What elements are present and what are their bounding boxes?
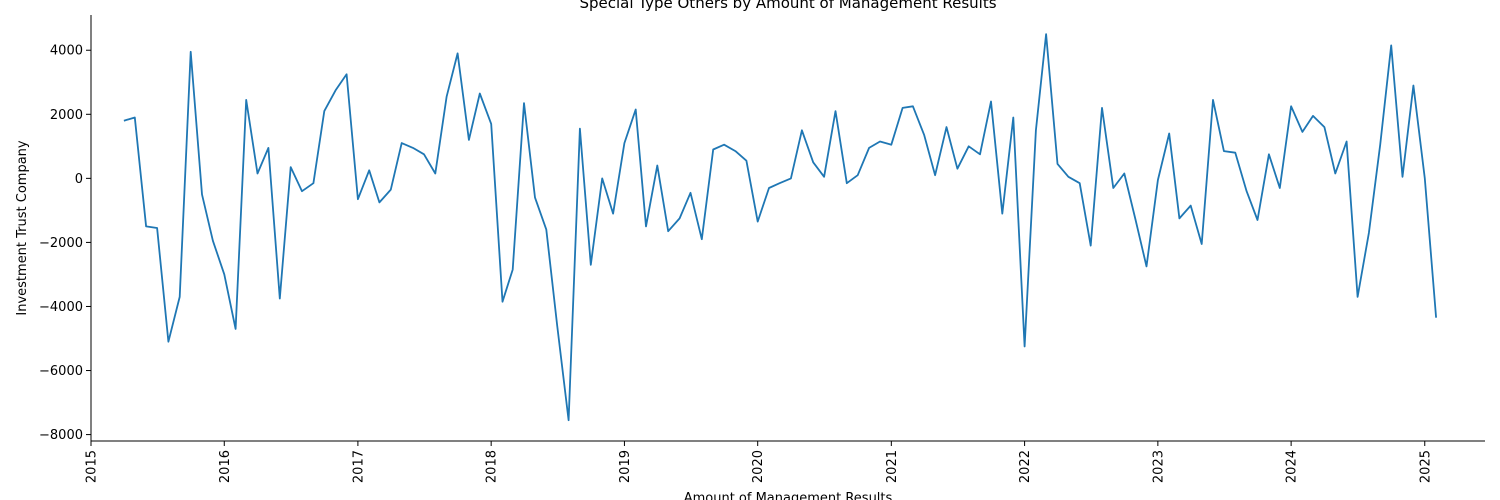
y-axis-ticks: −8000 −6000 −4000 −2000 0 2000 4000	[39, 44, 91, 443]
x-tick-label: 2017	[351, 450, 366, 483]
x-tick-label: 2024	[1285, 450, 1300, 483]
y-tick-label: 4000	[50, 44, 83, 59]
x-tick-label: 2019	[618, 450, 633, 483]
x-tick-label: 2022	[1018, 450, 1033, 483]
x-tick-label: 2021	[885, 450, 900, 483]
series-line-0	[123, 33, 1437, 422]
x-tick-label: 2018	[485, 450, 500, 483]
x-tick-label: 2016	[218, 450, 233, 483]
plot-area	[123, 33, 1437, 422]
x-tick-label: 2020	[751, 450, 766, 483]
y-tick-label: −8000	[39, 428, 83, 443]
y-tick-label: 0	[75, 172, 83, 187]
y-tick-label: −4000	[39, 300, 83, 315]
x-tick-label: 2025	[1418, 450, 1433, 483]
y-tick-label: −6000	[39, 364, 83, 379]
x-tick-label: 2015	[85, 450, 100, 483]
y-axis-label: Investment Trust Company	[15, 140, 30, 316]
x-axis-ticks: 2015 2016 2017 2018 2019 2020 2021 2022 2023 2024…	[85, 441, 1433, 483]
y-tick-label: 2000	[50, 108, 83, 123]
x-axis-label: Amount of Management Results	[684, 491, 893, 500]
chart-title: Special Type Others by Amount of Managem…	[579, 0, 996, 12]
x-tick-label: 2023	[1151, 450, 1166, 483]
y-tick-label: −2000	[39, 236, 83, 251]
